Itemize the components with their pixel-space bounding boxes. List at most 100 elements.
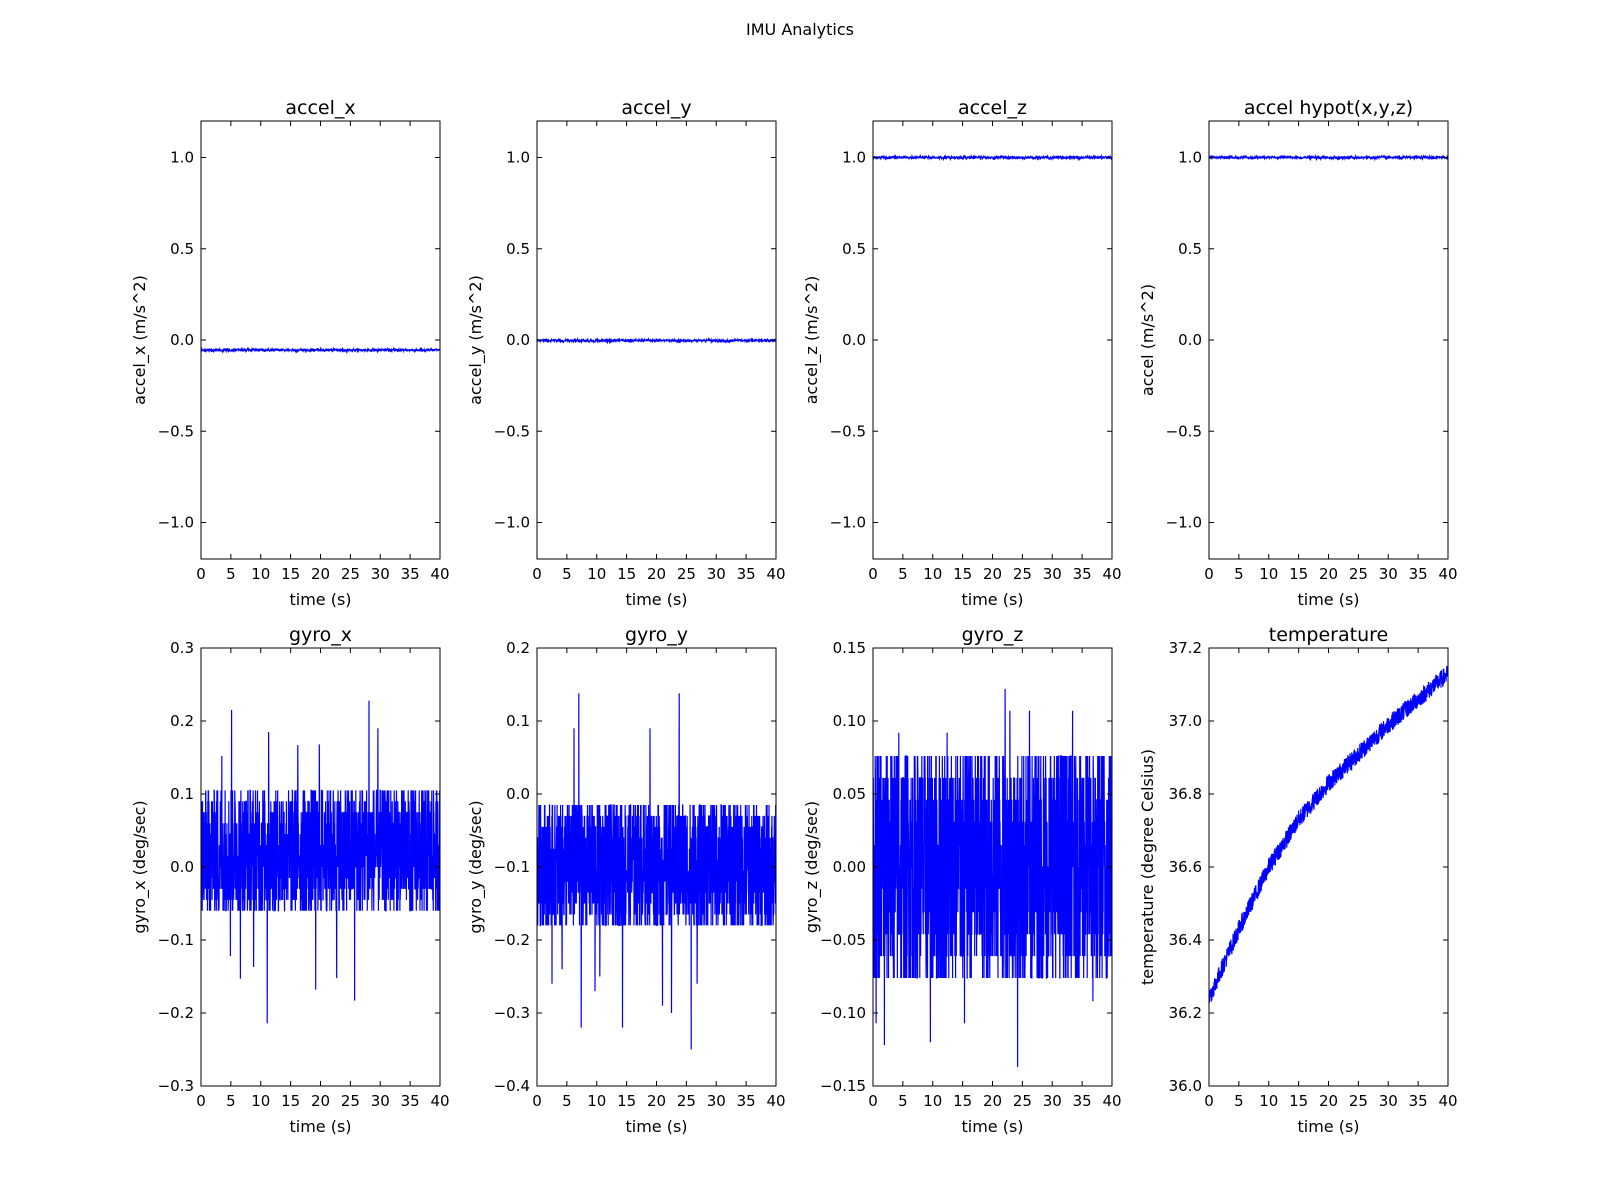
- x-axis-label: time (s): [1297, 1117, 1359, 1136]
- x-tick-label: 25: [341, 1092, 360, 1110]
- subplot-title: gyro_x: [289, 624, 352, 646]
- y-tick-label: 0.2: [170, 712, 194, 730]
- x-tick-label: 5: [226, 1092, 236, 1110]
- x-tick-label: 15: [281, 565, 300, 583]
- x-tick-label: 40: [1102, 1092, 1121, 1110]
- y-tick-label: −0.4: [494, 1077, 530, 1095]
- y-tick-label: 0.0: [1178, 331, 1202, 349]
- x-tick-label: 5: [562, 1092, 572, 1110]
- x-tick-label: 20: [983, 565, 1002, 583]
- subplot-title: gyro_y: [625, 624, 688, 646]
- x-tick-label: 30: [1043, 1092, 1062, 1110]
- subplot-title: temperature: [1269, 624, 1388, 646]
- x-tick-label: 20: [311, 1092, 330, 1110]
- series-line: [201, 700, 440, 1024]
- y-tick-label: −1.0: [830, 514, 866, 532]
- x-tick-label: 0: [868, 1092, 878, 1110]
- y-tick-label: −0.2: [494, 931, 530, 949]
- y-tick-label: −1.0: [158, 514, 194, 532]
- y-tick-label: 37.0: [1169, 712, 1202, 730]
- figure-title: IMU Analytics: [746, 20, 854, 39]
- x-tick-label: 30: [707, 1092, 726, 1110]
- x-tick-label: 20: [647, 565, 666, 583]
- x-tick-label: 0: [196, 565, 206, 583]
- y-tick-label: 1.0: [506, 149, 530, 167]
- x-tick-label: 40: [1438, 1092, 1457, 1110]
- y-tick-label: 36.0: [1169, 1077, 1202, 1095]
- series-line: [873, 153, 1112, 162]
- y-tick-label: −0.3: [494, 1004, 530, 1022]
- x-tick-label: 0: [1204, 565, 1214, 583]
- x-tick-label: 35: [737, 565, 756, 583]
- x-tick-label: 10: [1259, 565, 1278, 583]
- x-axis-label: time (s): [1297, 590, 1359, 609]
- y-tick-label: 0.0: [842, 331, 866, 349]
- y-tick-label: 0.15: [833, 639, 866, 657]
- y-tick-label: 36.2: [1169, 1004, 1202, 1022]
- y-tick-label: −0.5: [830, 422, 866, 440]
- axes-frame: [1208, 647, 1449, 1087]
- x-tick-label: 25: [1349, 565, 1368, 583]
- x-tick-label: 30: [371, 565, 390, 583]
- subplot-temperature: 0 5 10 15 20 25 30 35 40 36.0 36.2 36.4 36.6 36.8 37.0…: [1138, 624, 1458, 1136]
- x-tick-label: 5: [562, 565, 572, 583]
- x-tick-label: 0: [532, 1092, 542, 1110]
- series-line: [1209, 665, 1448, 1003]
- y-tick-label: 0.5: [1178, 240, 1202, 258]
- y-axis-label: gyro_x (deg/sec): [130, 800, 150, 933]
- y-tick-label: −0.3: [158, 1077, 194, 1095]
- x-tick-label: 5: [1234, 1092, 1244, 1110]
- x-tick-label: 20: [1319, 565, 1338, 583]
- y-tick-label: −0.5: [1166, 422, 1202, 440]
- y-tick-label: 0.0: [170, 858, 194, 876]
- x-tick-label: 15: [617, 565, 636, 583]
- x-tick-label: 30: [371, 1092, 390, 1110]
- y-tick-label: 0.5: [842, 240, 866, 258]
- x-tick-label: 30: [707, 565, 726, 583]
- y-tick-label: 0.05: [833, 785, 866, 803]
- subplot-accel-y: 0 5 10 15 20 25 30 35 40 −1.0 −0.5 0.0 0.5 1.0 accel_y…: [466, 97, 786, 609]
- y-axis-label: temperature (degree Celsius): [1138, 749, 1157, 985]
- x-tick-label: 15: [617, 1092, 636, 1110]
- x-axis-label: time (s): [289, 590, 351, 609]
- subplot-title: accel hypot(x,y,z): [1244, 97, 1413, 119]
- y-tick-label: 0.5: [506, 240, 530, 258]
- x-axis-label: time (s): [625, 590, 687, 609]
- y-tick-label: 36.4: [1169, 931, 1202, 949]
- x-tick-label: 40: [766, 1092, 785, 1110]
- y-tick-label: 0.1: [506, 712, 530, 730]
- x-tick-label: 15: [953, 565, 972, 583]
- y-axis-label: accel_x (m/s^2): [130, 275, 150, 405]
- axes-frame: [200, 120, 441, 560]
- y-tick-label: −0.1: [158, 931, 194, 949]
- y-tick-label: −0.5: [158, 422, 194, 440]
- y-axis-label: accel_y (m/s^2): [466, 275, 486, 405]
- x-tick-label: 15: [281, 1092, 300, 1110]
- x-tick-label: 0: [532, 565, 542, 583]
- x-tick-label: 20: [647, 1092, 666, 1110]
- y-tick-label: 1.0: [842, 149, 866, 167]
- x-tick-label: 35: [737, 1092, 756, 1110]
- x-tick-label: 0: [196, 1092, 206, 1110]
- subplot-title: accel_y: [621, 97, 691, 119]
- x-axis-label: time (s): [625, 1117, 687, 1136]
- x-tick-label: 5: [898, 565, 908, 583]
- x-tick-label: 30: [1379, 565, 1398, 583]
- x-tick-label: 20: [1319, 1092, 1338, 1110]
- x-tick-label: 20: [983, 1092, 1002, 1110]
- x-axis-label: time (s): [289, 1117, 351, 1136]
- x-tick-label: 25: [341, 565, 360, 583]
- subplot-accel-z: 0 5 10 15 20 25 30 35 40 −1.0 −0.5 0.0 0.5 1.0 accel_z…: [802, 97, 1122, 609]
- y-axis-label: accel_z (m/s^2): [802, 276, 822, 405]
- x-tick-label: 40: [1438, 565, 1457, 583]
- x-tick-label: 35: [1073, 565, 1092, 583]
- y-tick-label: 1.0: [1178, 149, 1202, 167]
- series-line: [537, 336, 776, 345]
- y-tick-label: 36.6: [1169, 858, 1202, 876]
- y-tick-label: 1.0: [170, 149, 194, 167]
- x-tick-label: 30: [1379, 1092, 1398, 1110]
- x-tick-label: 35: [1409, 565, 1428, 583]
- x-tick-label: 25: [677, 565, 696, 583]
- subplot-gyro-z: 0 5 10 15 20 25 30 35 40 −0.15 −0.10 −0.05 0.00 0.05 0…: [802, 624, 1122, 1136]
